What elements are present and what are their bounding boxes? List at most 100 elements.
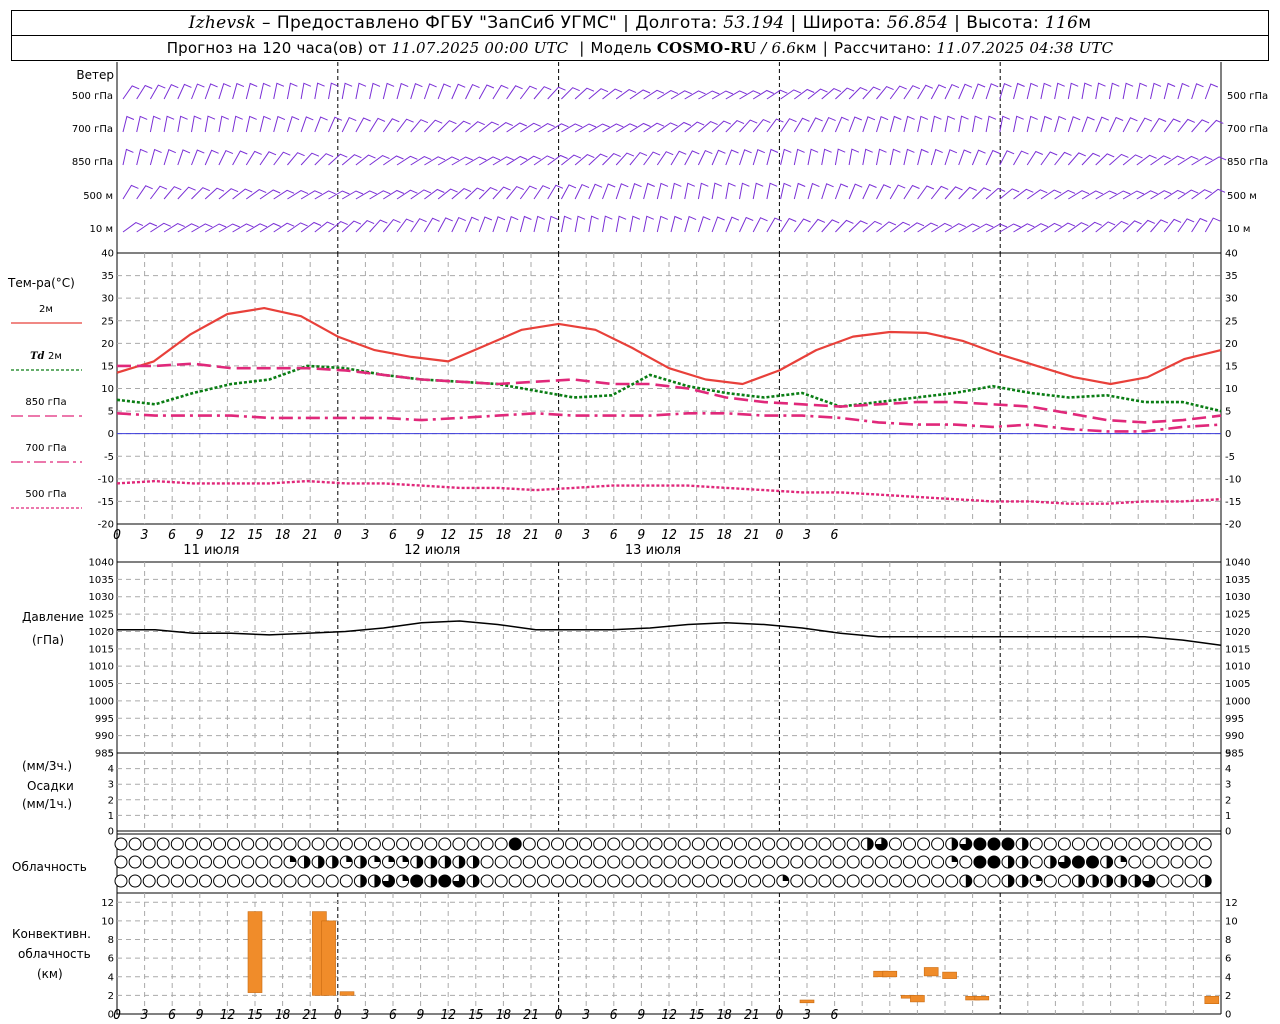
wind-barb (437, 156, 460, 166)
wind-barb (684, 182, 695, 200)
cloud-cover-marker (1043, 874, 1057, 888)
cloud-cover-marker (846, 837, 860, 851)
wind-barb (889, 115, 902, 133)
cloud-cover-marker (311, 837, 325, 851)
cloud-cover-marker (184, 855, 198, 869)
cloud-cover-marker (635, 837, 649, 851)
wind-barb (410, 218, 427, 233)
x-tick-label: 0 (113, 528, 121, 543)
cloud-cover-fill (1036, 875, 1043, 881)
model-label: Модель (590, 39, 652, 57)
cloud-cover-marker (649, 855, 663, 869)
cloud-cover-fill (1092, 875, 1099, 887)
y-tick-label-right: 1005 (1225, 679, 1250, 690)
wind-barb (656, 151, 674, 166)
wind-barb (711, 182, 723, 200)
cloud-cover-fill (782, 875, 789, 881)
cloud-cover-marker (663, 874, 677, 888)
cloud-cover-fill (332, 856, 339, 868)
wind-level-label-left: 500 гПа (72, 91, 113, 102)
y-tick-label-left: 15 (101, 361, 114, 372)
wind-barb (629, 122, 651, 133)
wind-barb (314, 190, 336, 200)
wind-barb (588, 153, 608, 166)
cloud-cover-marker (522, 837, 536, 851)
wind-barb (177, 223, 199, 233)
cloud-cover-marker (719, 837, 733, 851)
wind-barb (602, 123, 624, 133)
wind-barb (520, 155, 541, 166)
wind-barb (1150, 219, 1169, 233)
city-name: Izhevsk (188, 13, 257, 33)
cloud-cover-marker (888, 855, 902, 869)
cloud-cover-marker (649, 837, 663, 851)
wind-barb (1040, 222, 1062, 233)
wind-barb (656, 182, 669, 200)
y-tick-label-left: 12 (101, 898, 114, 909)
day-label: 13 июля (625, 543, 681, 558)
wind-barb (560, 184, 577, 200)
provider-text: Предоставлено ФГБУ "ЗапСиб УГМС" (276, 13, 618, 33)
wind-barb (492, 216, 506, 233)
wind-barb (218, 223, 240, 233)
wind-barb (958, 115, 969, 133)
x-tick-label: 6 (831, 1008, 839, 1023)
cloud-cover-marker (170, 855, 184, 869)
wind-barb (273, 189, 295, 200)
wind-barb (1081, 82, 1092, 100)
x-tick-label: 9 (417, 1008, 425, 1023)
cloud-cover-marker (1057, 837, 1071, 851)
wind-barb (232, 223, 254, 233)
cloud-cover-marker (199, 874, 212, 888)
cloud-cover-marker (241, 837, 255, 851)
y-tick-label-left: 4 (108, 972, 114, 983)
x-tick-label: 9 (196, 528, 204, 543)
x-tick-label: 6 (389, 528, 397, 543)
wind-barb (204, 115, 216, 133)
cloud-cover-marker (213, 837, 227, 851)
wind-barb (204, 149, 219, 166)
y-tick-label-left: 35 (101, 271, 114, 282)
cloud-cover-fill (444, 856, 451, 868)
wind-barb (780, 148, 792, 166)
x-tick-label: 3 (140, 528, 149, 543)
wind-barb (1177, 218, 1195, 233)
wind-barb (245, 82, 258, 100)
cloud-cover-marker (494, 874, 508, 888)
cloud-cover-fill (867, 838, 874, 850)
wind-barb (697, 216, 711, 233)
wind-barb (355, 154, 376, 166)
cloud-cover-fill (1022, 838, 1029, 850)
wind-barb (424, 156, 446, 166)
x-tick-label: 9 (417, 528, 425, 543)
day-label: 11 июля (183, 543, 239, 558)
cloud-cover-marker (508, 874, 522, 888)
wind-barb (739, 182, 750, 200)
wind-barb (930, 185, 949, 200)
wind-barb (328, 116, 343, 133)
wind-barb (903, 148, 915, 166)
wind-barb (588, 88, 609, 100)
wind-barb (218, 115, 229, 133)
cloud-cover-marker (903, 874, 916, 888)
wind-barb (437, 83, 452, 100)
cloud-cover-marker (142, 855, 156, 869)
cloud-cover-marker (804, 874, 818, 888)
wind-barb (1122, 190, 1145, 200)
wind-barb (451, 188, 472, 200)
cloud-cover-marker (776, 837, 790, 851)
wind-barb (889, 184, 906, 200)
wind-barb (615, 152, 635, 166)
x-tick-label: 18 (716, 528, 732, 543)
wind-barb (478, 216, 493, 233)
wind-barb (697, 149, 713, 166)
cloud-cover-marker (1184, 874, 1198, 888)
wind-barb (876, 148, 887, 166)
cloud-cover-marker (1043, 837, 1057, 851)
convective-title-2: облачность (18, 947, 91, 961)
wind-barb (848, 183, 863, 200)
cloud-cover-fill (430, 856, 437, 868)
wind-barb (451, 83, 466, 100)
wind-barb (958, 186, 977, 200)
cloud-cover-marker (170, 874, 184, 888)
